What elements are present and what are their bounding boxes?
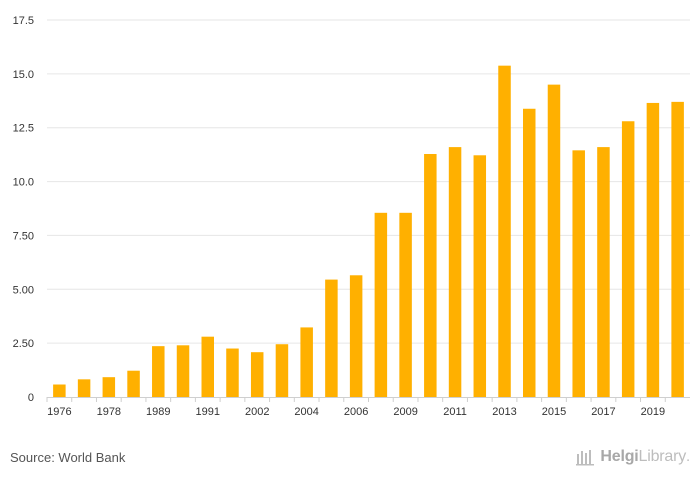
y-tick-label: 15.0: [13, 69, 34, 81]
y-axis: 0 2.50 5.00 7.50 10.0 12.5 15.0 17.5: [13, 15, 34, 404]
x-tick-label: 1989: [146, 406, 170, 418]
x-tick-label: 1991: [196, 406, 220, 418]
bar: [448, 147, 462, 397]
x-tick-label: 1976: [47, 406, 71, 418]
bar: [621, 121, 635, 397]
x-tick-label: 2011: [443, 406, 467, 418]
bar: [77, 379, 91, 397]
source-label: Source: World Bank: [10, 450, 126, 465]
x-tick-label: 2006: [344, 406, 368, 418]
bar: [424, 153, 437, 397]
bar: [671, 101, 684, 397]
y-tick-label: 7.50: [13, 230, 34, 242]
bar: [498, 65, 511, 397]
y-tick-label: 0: [28, 392, 34, 404]
y-tick-label: 2.50: [13, 338, 34, 350]
bar: [473, 155, 487, 397]
chart-footer: Source: World Bank HelgiLibrary.: [0, 440, 700, 483]
bar: [325, 279, 338, 397]
bar: [646, 102, 660, 397]
bar: [152, 346, 165, 397]
y-tick-label: 10.0: [13, 177, 34, 189]
bar: [597, 147, 610, 397]
x-axis: 1976 1978 1989 1991 2002 2004 2006 2009 2011 2013…: [46, 397, 666, 418]
bar: [349, 275, 363, 397]
bar: [523, 108, 536, 398]
y-tick-label: 5.00: [13, 284, 34, 296]
brand-logo: HelgiLibrary.: [576, 448, 690, 466]
bar: [102, 377, 116, 397]
x-tick-label: 2002: [245, 406, 269, 418]
x-tick-label: 1978: [97, 406, 121, 418]
x-tick-label: 2004: [294, 406, 318, 418]
x-tick-label: 2009: [393, 406, 417, 418]
x-tick-label: 2019: [641, 406, 665, 418]
bar: [201, 336, 214, 397]
x-tick-label: 2015: [542, 406, 566, 418]
bar: [300, 327, 313, 397]
bar: [374, 212, 388, 397]
bar: [226, 348, 239, 397]
bar: [547, 84, 561, 397]
brand-name: HelgiLibrary.: [600, 448, 690, 465]
bar: [250, 352, 264, 397]
library-icon: [576, 450, 595, 466]
bar: [176, 345, 190, 397]
bar: [399, 212, 412, 397]
x-tick-label: 2013: [492, 406, 516, 418]
bar: [53, 384, 66, 397]
y-tick-label: 17.5: [13, 15, 34, 27]
x-tick-label: 2017: [591, 406, 615, 418]
bar: [127, 370, 140, 397]
grid-lines: [47, 19, 690, 344]
bar: [275, 344, 289, 397]
bar: [572, 150, 585, 397]
bars: [53, 65, 684, 398]
y-tick-label: 12.5: [13, 123, 34, 135]
